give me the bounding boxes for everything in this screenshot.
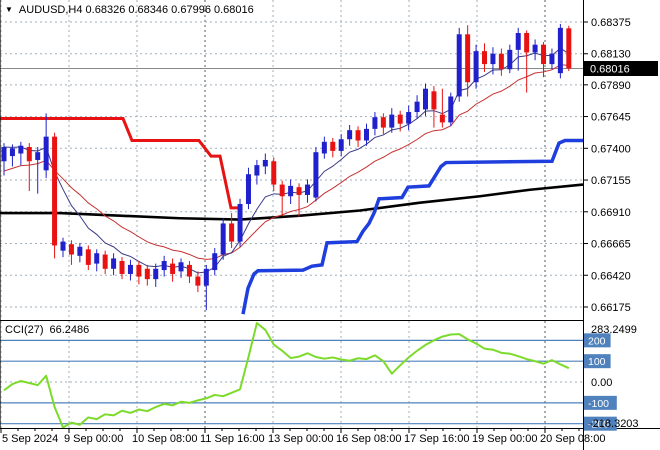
- blue-trend-stop-line: [241, 138, 583, 315]
- svg-text:-200: -200: [588, 419, 609, 431]
- svg-text:20 Sep 08:00: 20 Sep 08:00: [540, 433, 605, 445]
- svg-text:0.68375: 0.68375: [591, 17, 631, 29]
- svg-text:283.2499: 283.2499: [591, 324, 637, 336]
- current-price-badge: 0.68016: [584, 61, 658, 77]
- svg-text:0.67890: 0.67890: [591, 80, 631, 92]
- svg-text:0.68016: 0.68016: [590, 64, 630, 76]
- time-axis[interactable]: 5 Sep 2024 9 Sep 00:00 10 Sep 08:00 11 Sep …: [0, 429, 605, 445]
- symbol-dropdown-icon[interactable]: ▼: [5, 5, 13, 14]
- svg-text:0.66175: 0.66175: [591, 302, 631, 314]
- cci-indicator-name: CCI(27): [5, 324, 44, 336]
- svg-text:0.68130: 0.68130: [591, 49, 631, 61]
- svg-text:0.67645: 0.67645: [591, 112, 631, 124]
- svg-text:5 Sep 2024: 5 Sep 2024: [2, 433, 58, 445]
- cci-indicator-label: CCI(27) 66.2486: [5, 324, 89, 336]
- candles-layer: [1, 23, 572, 311]
- svg-text:-100: -100: [588, 398, 609, 410]
- cci-line: [3, 321, 570, 429]
- svg-text:0.67400: 0.67400: [591, 143, 631, 155]
- svg-text:0.00: 0.00: [591, 377, 612, 389]
- chart-title: AUDUSD,H4 0.68326 0.68346 0.67996 0.6801…: [18, 4, 254, 16]
- cci-level-lines: [0, 339, 583, 425]
- svg-text:0.66420: 0.66420: [591, 270, 631, 282]
- chart-title-bar: ▼ AUDUSD,H4 0.68326 0.68346 0.67996 0.68…: [5, 4, 254, 16]
- svg-text:100: 100: [588, 356, 606, 368]
- svg-text:17 Sep 16:00: 17 Sep 16:00: [404, 433, 469, 445]
- red-trend-stop-line: [0, 117, 238, 210]
- svg-text:16 Sep 08:00: 16 Sep 08:00: [336, 433, 401, 445]
- svg-text:11 Sep 16:00: 11 Sep 16:00: [200, 433, 265, 445]
- long-sma-line: [0, 183, 584, 221]
- svg-text:9 Sep 00:00: 9 Sep 00:00: [64, 433, 123, 445]
- price-axis[interactable]: 0.68375 0.68130 0.67890 0.67645 0.67400 0.671…: [583, 17, 631, 314]
- ema-slow-line: [3, 64, 569, 260]
- svg-text:0.66910: 0.66910: [591, 207, 631, 219]
- svg-text:0.66665: 0.66665: [591, 239, 631, 251]
- svg-text:10 Sep 08:00: 10 Sep 08:00: [132, 433, 197, 445]
- svg-text:19 Sep 00:00: 19 Sep 00:00: [472, 433, 537, 445]
- svg-text:200: 200: [588, 335, 606, 347]
- svg-text:13 Sep 00:00: 13 Sep 00:00: [268, 433, 333, 445]
- svg-text:0.67155: 0.67155: [591, 175, 631, 187]
- cci-indicator-value: 66.2486: [49, 324, 90, 336]
- svg-text:-218.3203: -218.3203: [589, 418, 639, 430]
